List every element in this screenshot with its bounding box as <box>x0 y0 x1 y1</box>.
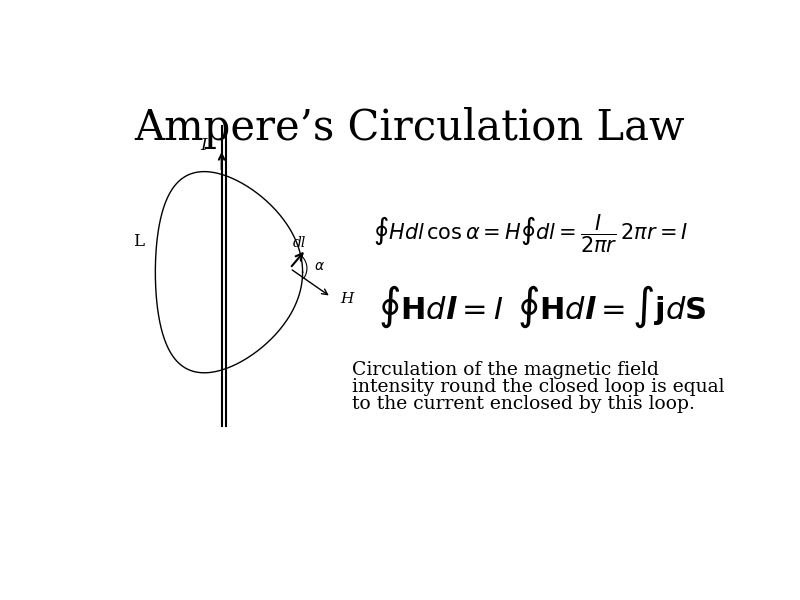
Text: $\oint Hdl\,\cos\alpha = H\oint dl = \dfrac{I}{2\pi r}\,2\pi r = I$: $\oint Hdl\,\cos\alpha = H\oint dl = \df… <box>373 212 688 255</box>
Text: $\oint \mathbf{H}d\boldsymbol{l} = \int \mathbf{j}d\mathbf{S}$: $\oint \mathbf{H}d\boldsymbol{l} = \int … <box>517 284 706 330</box>
Text: L: L <box>134 233 144 250</box>
Text: $\alpha$: $\alpha$ <box>314 259 325 272</box>
Text: to the current enclosed by this loop.: to the current enclosed by this loop. <box>352 395 694 413</box>
Text: Circulation of the magnetic field: Circulation of the magnetic field <box>352 361 658 379</box>
Text: Ampere’s Circulation Law: Ampere’s Circulation Law <box>134 107 686 149</box>
Text: H: H <box>341 292 354 305</box>
Text: dl: dl <box>293 236 306 250</box>
Text: I: I <box>200 137 207 154</box>
Text: intensity round the closed loop is equal: intensity round the closed loop is equal <box>352 377 724 395</box>
Text: $\oint \mathbf{H}d\boldsymbol{l} = I$: $\oint \mathbf{H}d\boldsymbol{l} = I$ <box>378 284 504 330</box>
